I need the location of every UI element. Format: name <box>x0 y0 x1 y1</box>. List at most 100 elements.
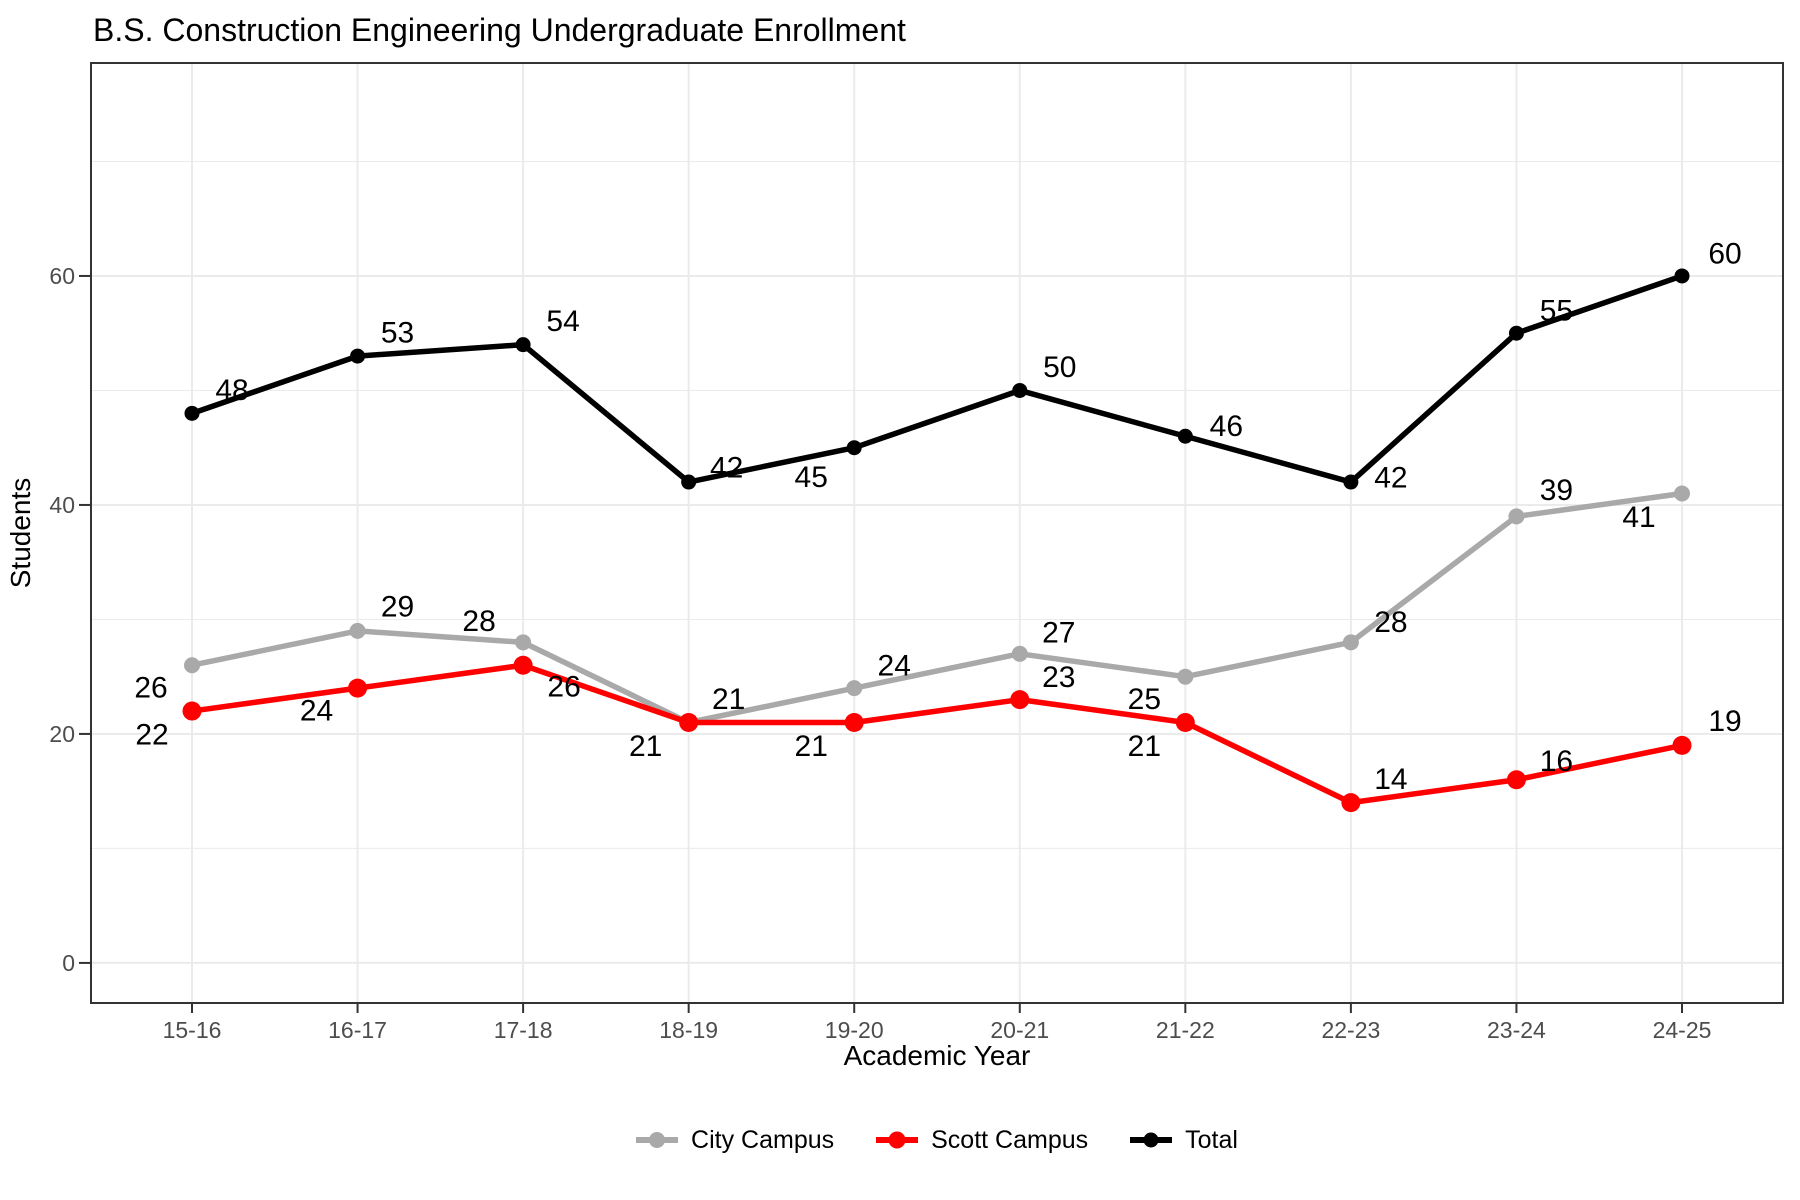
panel-border <box>90 62 1784 1004</box>
total-point-23-24 <box>1508 325 1524 341</box>
x-tick-label-19-20: 19-20 <box>825 1017 884 1043</box>
city-campus-point-15-16 <box>184 657 200 674</box>
city-campus-value-label-16-17: 29 <box>381 590 414 623</box>
scott-campus-value-label-24-25: 19 <box>1708 705 1741 738</box>
scott-campus-point-16-17 <box>348 678 368 698</box>
scott-campus-value-label-16-17: 24 <box>300 695 333 728</box>
total-point-22-23 <box>1343 474 1359 490</box>
scott-campus-value-label-17-18: 26 <box>547 671 580 704</box>
x-tick-label-20-21: 20-21 <box>990 1017 1049 1043</box>
legend-key-city-campus-icon <box>636 1132 679 1148</box>
city-campus-point-22-23 <box>1342 634 1359 651</box>
y-axis-title: Students <box>5 478 36 589</box>
legend-key-point-total <box>1143 1132 1159 1148</box>
gridlines-major <box>91 63 1783 1003</box>
point-labels-group: 26 29 28 21 24 27 25 28 39 41 22 24 26 21 21 23 21 14 16 19… <box>134 237 1741 796</box>
scott-campus-point-15-16 <box>182 701 202 721</box>
total-value-label-20-21: 50 <box>1043 351 1076 384</box>
scott-campus-value-label-15-16: 22 <box>135 719 168 752</box>
x-tick-label-23-24: 23-24 <box>1487 1017 1546 1043</box>
city-campus-value-label-23-24: 39 <box>1540 474 1573 507</box>
scott-campus-value-label-21-22: 21 <box>1128 730 1161 763</box>
total-value-label-16-17: 53 <box>381 317 414 350</box>
scott-campus-point-21-22 <box>1175 712 1195 732</box>
y-tick-label-60: 60 <box>49 263 75 289</box>
total-point-20-21 <box>1012 382 1028 398</box>
scott-campus-line <box>191 662 1683 806</box>
x-tick-label-17-18: 17-18 <box>494 1017 553 1043</box>
legend-item-city-campus: City Campus <box>636 1125 835 1154</box>
chart-title: B.S. Construction Engineering Undergradu… <box>93 12 906 48</box>
city-campus-point-16-17 <box>349 622 366 639</box>
scott-campus-point-23-24 <box>1506 770 1526 790</box>
city-campus-point-21-22 <box>1177 668 1194 685</box>
legend-key-total-icon <box>1130 1132 1173 1148</box>
axis-ticks <box>79 274 1683 1013</box>
city-campus-value-label-21-22: 25 <box>1128 683 1161 716</box>
scott-campus-point-22-23 <box>1341 793 1361 813</box>
city-campus-point-20-21 <box>1011 645 1028 662</box>
total-point-17-18 <box>515 337 531 353</box>
scott-campus-point-19-20 <box>844 712 864 732</box>
legend-key-point-scott-campus <box>888 1131 906 1149</box>
scott-campus-value-label-22-23: 14 <box>1374 763 1407 796</box>
city-campus-point-19-20 <box>846 680 863 697</box>
scott-campus-point-20-21 <box>1010 690 1030 710</box>
city-campus-value-label-24-25: 41 <box>1622 501 1655 534</box>
total-value-label-15-16: 48 <box>215 374 248 407</box>
scott-campus-value-label-20-21: 23 <box>1042 661 1075 694</box>
legend-key-scott-campus-icon <box>876 1131 919 1149</box>
city-campus-value-label-17-18: 28 <box>462 605 495 638</box>
y-tick-label-0: 0 <box>62 950 75 976</box>
axis-tick-labels: 15-16 16-17 17-18 18-19 19-20 20-21 21-22 22-23… <box>49 263 1711 1043</box>
legend-item-total: Total <box>1130 1125 1238 1154</box>
city-campus-value-label-18-19: 21 <box>712 683 745 716</box>
city-campus-value-label-19-20: 24 <box>878 650 911 683</box>
panel-border-rect <box>90 62 1784 1004</box>
scott-campus-value-label-18-19: 21 <box>629 730 662 763</box>
legend-label-city-campus: City Campus <box>691 1125 835 1154</box>
total-value-label-17-18: 54 <box>546 305 579 338</box>
x-tick-label-21-22: 21-22 <box>1156 1017 1215 1043</box>
total-point-24-25 <box>1674 268 1690 284</box>
y-tick-label-20: 20 <box>49 721 75 747</box>
total-value-label-22-23: 42 <box>1374 462 1407 495</box>
total-point-15-16 <box>184 405 200 421</box>
panel-background <box>91 63 1783 1003</box>
x-axis-title: Academic Year <box>844 1040 1031 1071</box>
city-campus-point-24-25 <box>1674 485 1690 502</box>
total-point-21-22 <box>1177 428 1193 444</box>
total-point-18-19 <box>681 474 697 490</box>
x-tick-label-22-23: 22-23 <box>1321 1017 1380 1043</box>
total-line <box>191 273 1683 485</box>
total-value-label-24-25: 60 <box>1708 237 1741 270</box>
scott-campus-point-18-19 <box>679 712 699 732</box>
panel-rect <box>91 63 1783 1003</box>
total-value-label-18-19: 42 <box>710 452 743 485</box>
city-campus-value-label-15-16: 26 <box>134 672 167 705</box>
total-point-16-17 <box>350 348 366 364</box>
enrollment-line-chart: B.S. Construction Engineering Undergradu… <box>5 12 1784 1071</box>
city-campus-point-17-18 <box>515 634 532 651</box>
legend-label-scott-campus: Scott Campus <box>931 1125 1089 1154</box>
city-campus-line <box>191 490 1683 726</box>
total-value-label-21-22: 46 <box>1210 410 1243 443</box>
total-point-19-20 <box>846 440 862 456</box>
total-value-label-19-20: 45 <box>795 461 828 494</box>
x-tick-label-18-19: 18-19 <box>659 1017 718 1043</box>
city-campus-value-label-20-21: 27 <box>1042 616 1075 649</box>
scott-campus-point-17-18 <box>513 655 533 675</box>
x-tick-label-24-25: 24-25 <box>1653 1017 1712 1043</box>
legend: City Campus Scott Campus Total <box>91 1080 1783 1200</box>
y-tick-label-40: 40 <box>49 492 75 518</box>
legend-item-scott-campus: Scott Campus <box>876 1125 1089 1154</box>
x-tick-label-16-17: 16-17 <box>328 1017 387 1043</box>
scott-campus-point-24-25 <box>1672 735 1692 755</box>
legend-key-point-city-campus <box>649 1132 666 1148</box>
legend-label-total: Total <box>1185 1125 1238 1154</box>
city-campus-point-23-24 <box>1508 508 1525 525</box>
gridlines-minor <box>91 160 1783 849</box>
x-tick-label-15-16: 15-16 <box>163 1017 222 1043</box>
series-group <box>182 268 1692 813</box>
